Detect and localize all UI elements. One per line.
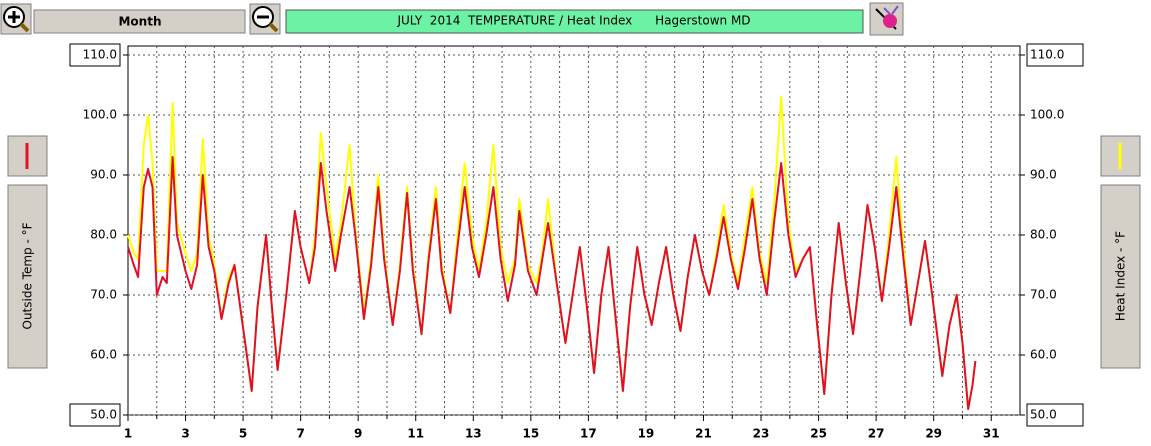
y-axis-title: Outside Temp - °F xyxy=(21,222,35,329)
x-tick-label: 29 xyxy=(925,427,942,441)
x-tick-label: 31 xyxy=(983,427,1000,441)
x-tick-label: 3 xyxy=(181,427,189,441)
x-tick-label: 1 xyxy=(124,427,132,441)
x-tick-label: 23 xyxy=(753,427,770,441)
period-label: Month xyxy=(118,15,161,29)
y-tick-label: 60.0 xyxy=(90,348,117,362)
y2-tick-label: 70.0 xyxy=(1030,288,1057,302)
y2-tick-label: 110.0 xyxy=(1030,48,1064,62)
left-axis-button[interactable] xyxy=(7,184,48,369)
period-button[interactable] xyxy=(33,9,246,34)
x-tick-label: 7 xyxy=(296,427,304,441)
y2-tick-box xyxy=(1026,403,1084,427)
x-tick-label: 15 xyxy=(522,427,539,441)
y-tick-label: 70.0 xyxy=(90,288,117,302)
options-icon[interactable] xyxy=(869,2,904,36)
y-tick-box xyxy=(69,43,121,67)
y2-axis-title: Heat Index - °F xyxy=(1114,231,1128,321)
y2-tick-label: 100.0 xyxy=(1030,108,1064,122)
y-tick-label: 110.0 xyxy=(83,48,117,62)
zoom-out-button[interactable] xyxy=(249,3,281,35)
zoom-in-button[interactable] xyxy=(0,3,32,35)
x-tick-label: 9 xyxy=(354,427,362,441)
y2-tick-box xyxy=(1026,43,1084,67)
y-tick-label: 90.0 xyxy=(90,168,117,182)
x-tick-label: 5 xyxy=(239,427,247,441)
y2-tick-label: 50.0 xyxy=(1030,408,1057,422)
y-tick-box xyxy=(69,403,121,427)
right-axis-button[interactable] xyxy=(1100,184,1141,369)
x-tick-label: 19 xyxy=(638,427,655,441)
x-tick-label: 13 xyxy=(465,427,482,441)
y-tick-label: 100.0 xyxy=(83,108,117,122)
plot-area xyxy=(127,45,1021,416)
series-line xyxy=(127,156,977,410)
y-tick-label: 50.0 xyxy=(90,408,117,422)
chart-title: JULY 2014 TEMPERATURE / Heat Index Hager… xyxy=(396,14,750,28)
x-tick-label: 21 xyxy=(695,427,712,441)
x-tick-label: 25 xyxy=(810,427,827,441)
y-tick-label: 80.0 xyxy=(90,228,117,242)
x-tick-label: 27 xyxy=(868,427,885,441)
x-tick-label: 17 xyxy=(580,427,597,441)
y2-tick-label: 60.0 xyxy=(1030,348,1057,362)
y2-tick-label: 80.0 xyxy=(1030,228,1057,242)
x-tick-label: 11 xyxy=(407,427,424,441)
title-box xyxy=(285,9,864,34)
y2-tick-label: 90.0 xyxy=(1030,168,1057,182)
